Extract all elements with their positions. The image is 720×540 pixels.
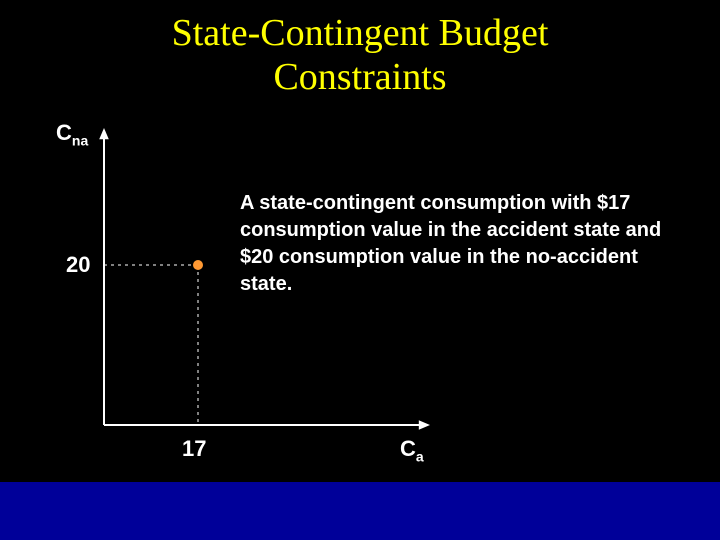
chart-annotation: A state-contingent consumption with $17 … (240, 190, 670, 298)
title-line1: State-Contingent Budget (172, 12, 549, 54)
page-title: State-Contingent Budget Constraints (0, 0, 720, 99)
x-axis-label-main: C (400, 436, 416, 461)
y-tick-label: 20 (66, 252, 90, 278)
y-axis-label: Cna (56, 120, 88, 148)
x-axis-label-sub: a (416, 448, 424, 464)
chart-area: Cna 20 17 Ca A state-contingent consumpt… (0, 110, 720, 470)
y-axis-arrow (99, 128, 109, 139)
x-axis-arrow (419, 420, 430, 430)
title-line2: Constraints (273, 56, 446, 98)
x-tick-label: 17 (182, 436, 206, 462)
y-axis-label-sub: na (72, 132, 88, 148)
data-point (193, 260, 203, 270)
bottom-bar (0, 482, 720, 540)
y-axis-label-main: C (56, 120, 72, 145)
x-axis-label: Ca (400, 436, 424, 464)
